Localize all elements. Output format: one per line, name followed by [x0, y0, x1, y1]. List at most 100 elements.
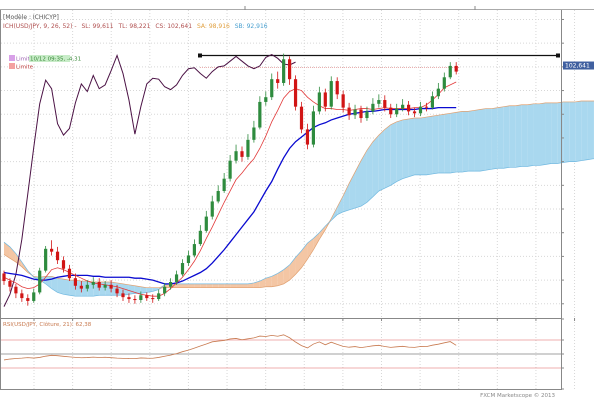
candle-body	[353, 109, 357, 116]
cloud-segment	[247, 282, 254, 288]
legend-swatch-second	[9, 63, 15, 69]
candle-body	[401, 104, 405, 109]
cloud-segment	[462, 111, 469, 173]
candle-body	[115, 288, 119, 294]
kijun-line	[3, 106, 457, 285]
cloud-segment	[545, 102, 552, 165]
candle-body	[2, 273, 6, 282]
candle-body	[20, 293, 24, 299]
cloud-segment	[57, 278, 64, 295]
candle-body	[335, 81, 339, 95]
candle-body	[359, 109, 363, 119]
legend-swatch	[9, 55, 15, 61]
candle-body	[67, 268, 72, 279]
axes	[33, 6, 576, 390]
cloud-segment	[307, 238, 314, 260]
candle-body	[436, 88, 440, 97]
candle-body	[418, 106, 423, 114]
resistance-end-marker	[556, 53, 560, 58]
cloud-segment	[146, 287, 153, 293]
candle-body	[145, 295, 149, 299]
cloud-segment	[218, 283, 225, 288]
candle-body	[412, 111, 417, 114]
candle-body	[91, 281, 95, 285]
cloud-segment	[474, 109, 480, 172]
candle-body	[222, 178, 226, 192]
candle-body	[377, 100, 381, 104]
candle-body	[109, 284, 113, 289]
legend-second[interactable]: Limite	[9, 63, 34, 71]
candle-body	[454, 65, 458, 72]
cloud-segment	[9, 246, 16, 263]
candle-body	[169, 281, 173, 287]
resistance-start-marker	[198, 53, 202, 58]
candle-body	[103, 284, 107, 288]
legend-limite-value-bg	[29, 55, 70, 62]
cloud-segment	[343, 183, 350, 212]
candle-body	[329, 81, 333, 107]
footer-copyright: FXCM Marketscope © 2013	[480, 392, 555, 399]
cloud-segment	[283, 264, 290, 284]
cloud-segment	[551, 102, 558, 164]
cloud-segment	[230, 283, 237, 288]
chikou-line	[3, 53, 296, 307]
cloud-segment	[426, 116, 433, 175]
candle-body	[210, 201, 214, 217]
cloud-segment	[396, 119, 403, 182]
resistance-line	[198, 53, 560, 68]
cloud-segment	[408, 118, 415, 177]
candle-body	[44, 248, 48, 271]
candle-body	[157, 293, 161, 300]
cloud-segment	[277, 269, 284, 286]
sa-value: SA: 98,916	[197, 23, 230, 30]
candle-body	[38, 270, 42, 293]
cloud-segment	[15, 253, 22, 267]
candle-body	[264, 97, 268, 102]
cloud-segment	[265, 276, 272, 287]
cloud-segment	[432, 115, 439, 174]
legend-limite-value: 10/12 09:35, -4,31	[30, 57, 81, 63]
cloud-segment	[402, 118, 409, 179]
cloud-segment	[337, 195, 344, 215]
cloud-segment	[212, 283, 219, 288]
candle-body	[198, 230, 202, 245]
cloud-segment	[200, 283, 207, 288]
candle-body	[293, 79, 298, 107]
candle-body	[323, 92, 327, 107]
cloud-segment	[366, 141, 373, 203]
candle-body	[252, 127, 256, 140]
cloud-segment	[503, 105, 510, 169]
cloud-segment	[480, 108, 486, 172]
candle-body	[389, 107, 393, 115]
candle-body	[395, 108, 399, 115]
cloud-segment	[152, 287, 159, 292]
candle-body	[97, 281, 101, 288]
candle-body	[442, 77, 446, 89]
cloud-segment	[182, 283, 189, 288]
cloud-segment	[176, 283, 183, 288]
cloud-segment	[468, 110, 475, 172]
cloud-segment	[575, 100, 582, 162]
candle-body	[270, 79, 274, 98]
legend-limite-label: Limite	[16, 57, 34, 63]
candle-body	[430, 96, 434, 108]
cloud-segment	[527, 103, 534, 167]
cloud-segment	[563, 101, 570, 163]
candle-body	[163, 286, 167, 294]
cloud-segment	[515, 104, 522, 168]
cloud-segment	[289, 257, 296, 281]
candle-body	[192, 244, 196, 256]
cloud-segment	[63, 279, 70, 296]
candle-body	[55, 251, 60, 261]
cloud-segment	[319, 226, 326, 240]
candle-body	[26, 298, 30, 301]
candle-body	[204, 216, 208, 231]
senkou-b-line	[3, 158, 594, 297]
tenkan-line	[3, 81, 457, 297]
cloud-segment	[587, 100, 594, 160]
indicator-name: ICH(USD/JPY, 9, 26, 52) -	[3, 23, 77, 30]
candle-body	[311, 111, 315, 145]
legend-limite[interactable]: Limite 10/12 09:35, -4,31	[9, 55, 81, 63]
cloud-segment	[456, 111, 463, 173]
